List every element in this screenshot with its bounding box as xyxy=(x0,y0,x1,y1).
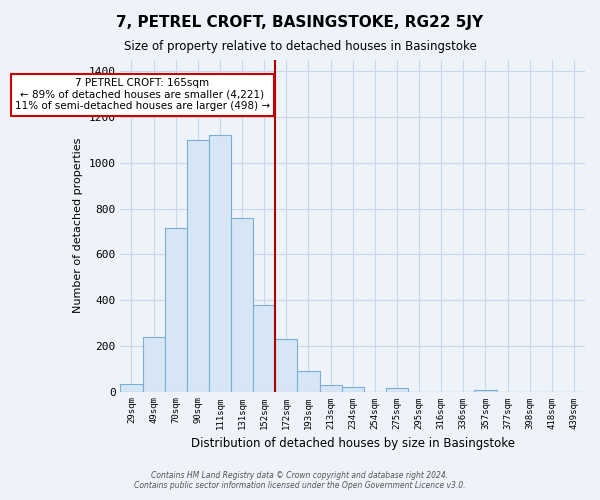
Bar xyxy=(320,384,341,392)
Bar xyxy=(475,390,497,392)
Bar xyxy=(231,218,253,392)
Bar xyxy=(341,387,364,392)
Bar xyxy=(164,228,187,392)
Bar xyxy=(275,339,298,392)
Bar xyxy=(143,336,164,392)
Bar xyxy=(187,140,209,392)
Text: Contains HM Land Registry data © Crown copyright and database right 2024.
Contai: Contains HM Land Registry data © Crown c… xyxy=(134,470,466,490)
Y-axis label: Number of detached properties: Number of detached properties xyxy=(73,138,83,314)
Text: 7, PETREL CROFT, BASINGSTOKE, RG22 5JY: 7, PETREL CROFT, BASINGSTOKE, RG22 5JY xyxy=(116,15,484,30)
Text: 7 PETREL CROFT: 165sqm
← 89% of detached houses are smaller (4,221)
11% of semi-: 7 PETREL CROFT: 165sqm ← 89% of detached… xyxy=(15,78,270,112)
Text: Size of property relative to detached houses in Basingstoke: Size of property relative to detached ho… xyxy=(124,40,476,53)
Bar xyxy=(298,371,320,392)
Bar xyxy=(121,384,143,392)
Bar xyxy=(209,136,231,392)
X-axis label: Distribution of detached houses by size in Basingstoke: Distribution of detached houses by size … xyxy=(191,437,515,450)
Bar xyxy=(386,388,408,392)
Bar xyxy=(253,304,275,392)
